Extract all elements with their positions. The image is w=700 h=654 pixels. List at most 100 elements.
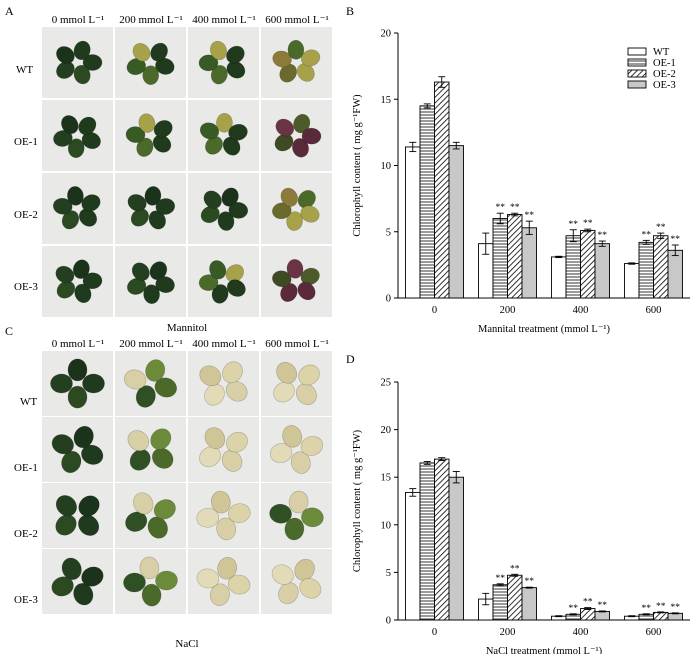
row-header-oe1: OE-1 [14,136,38,148]
panel-caption-nacl: NaCl [175,638,199,650]
nacl-photo-panel: 0 mmol L⁻¹ 200 mmol L⁻¹ 400 mmol L⁻¹ 600… [0,0,340,654]
leaf [53,130,73,147]
y-tick-label: 20 [381,29,392,40]
seedling-image [269,425,324,474]
leaf [271,564,294,585]
leaf [198,274,219,291]
leaf [56,280,76,299]
bar [565,235,581,299]
seedling-photo-cell [115,246,186,317]
bar [653,611,669,621]
leaf [217,557,237,580]
leaf [276,362,297,384]
seedling-image [200,187,249,231]
seedling-photo-cell [261,417,332,482]
x-tick-label: 0 [432,305,437,316]
seedling-image [199,427,248,472]
seedling-image [272,40,321,83]
seedling-photo-cell [42,27,113,98]
legend-swatch [627,58,647,67]
leaf [273,381,295,403]
leaf [200,205,220,224]
leaf [222,361,243,384]
seedling-photo-cell [261,246,332,317]
seedling-image [196,557,251,606]
leaf [78,495,100,517]
y-tick-label: 15 [381,473,392,484]
seedling-image [50,358,105,409]
seedling-image [51,557,104,606]
leaf [286,211,303,231]
bar [448,145,464,299]
leaf [199,122,220,140]
leaf [228,503,251,524]
leaf [204,427,226,449]
leaf [50,373,73,394]
leaf [143,284,160,304]
seedling-image [199,113,248,156]
seedling-photo-cell [188,27,259,98]
seedling-image [272,259,320,302]
leaf [73,425,94,449]
leaf [203,190,222,209]
leaf [55,495,77,517]
seedling-photo-cell [261,173,332,244]
seedling-photo-cell [188,549,259,614]
leaf [67,138,85,158]
bar [405,491,421,621]
x-tick-label: 200 [500,305,516,316]
bar [580,608,596,621]
leaf [225,264,244,283]
significance-mark: ** [569,604,579,614]
seedling-image [55,259,103,304]
seedling-photo-cell [115,549,186,614]
leaf [61,557,82,580]
leaf [72,259,90,279]
y-tick-label: 10 [381,520,392,531]
leaf [286,259,304,279]
seedling-image [198,40,246,85]
y-tick-label: 5 [386,227,391,238]
seedling-photo-cell [42,100,113,171]
leaf [81,131,101,150]
seedling-image [196,490,251,541]
leaf [211,284,229,304]
seedling-photo-cell [261,351,332,416]
x-tick-label: 400 [573,305,589,316]
bar [667,249,683,299]
leaf [61,210,80,230]
legend-swatch [627,69,647,78]
leaf [73,40,91,61]
y-tick-label: 0 [386,616,391,627]
significance-mark: ** [510,203,520,213]
bar [667,612,683,621]
bar [419,105,435,299]
seedling-image [51,425,104,474]
leaf [67,186,84,206]
row-header-oe3: OE-3 [14,281,38,293]
leaf [56,46,75,64]
leaf [150,428,172,450]
leaf [127,430,150,452]
legend-swatch [627,47,647,56]
leaf [123,572,146,593]
leaf [226,60,246,79]
x-axis-label: Mannital treatment (mmol L⁻¹) [478,324,611,335]
leaf [222,136,241,156]
leaf [279,63,297,83]
leaf [290,451,311,474]
leaf [73,583,94,606]
seedling-image [53,115,101,158]
bar [580,229,596,299]
column-header: 600 mmol L⁻¹ [265,338,329,350]
leaf [126,58,146,76]
seedling-photo-cell [261,100,332,171]
panel-caption-mannitol: Mannitol [166,322,208,334]
legend-label: OE-3 [653,80,676,91]
leaf [284,517,305,541]
seedling-photo-cell [115,417,186,482]
y-tick-label: 0 [386,294,391,305]
leaf [153,120,173,138]
seedling-photo-cell [115,27,186,98]
